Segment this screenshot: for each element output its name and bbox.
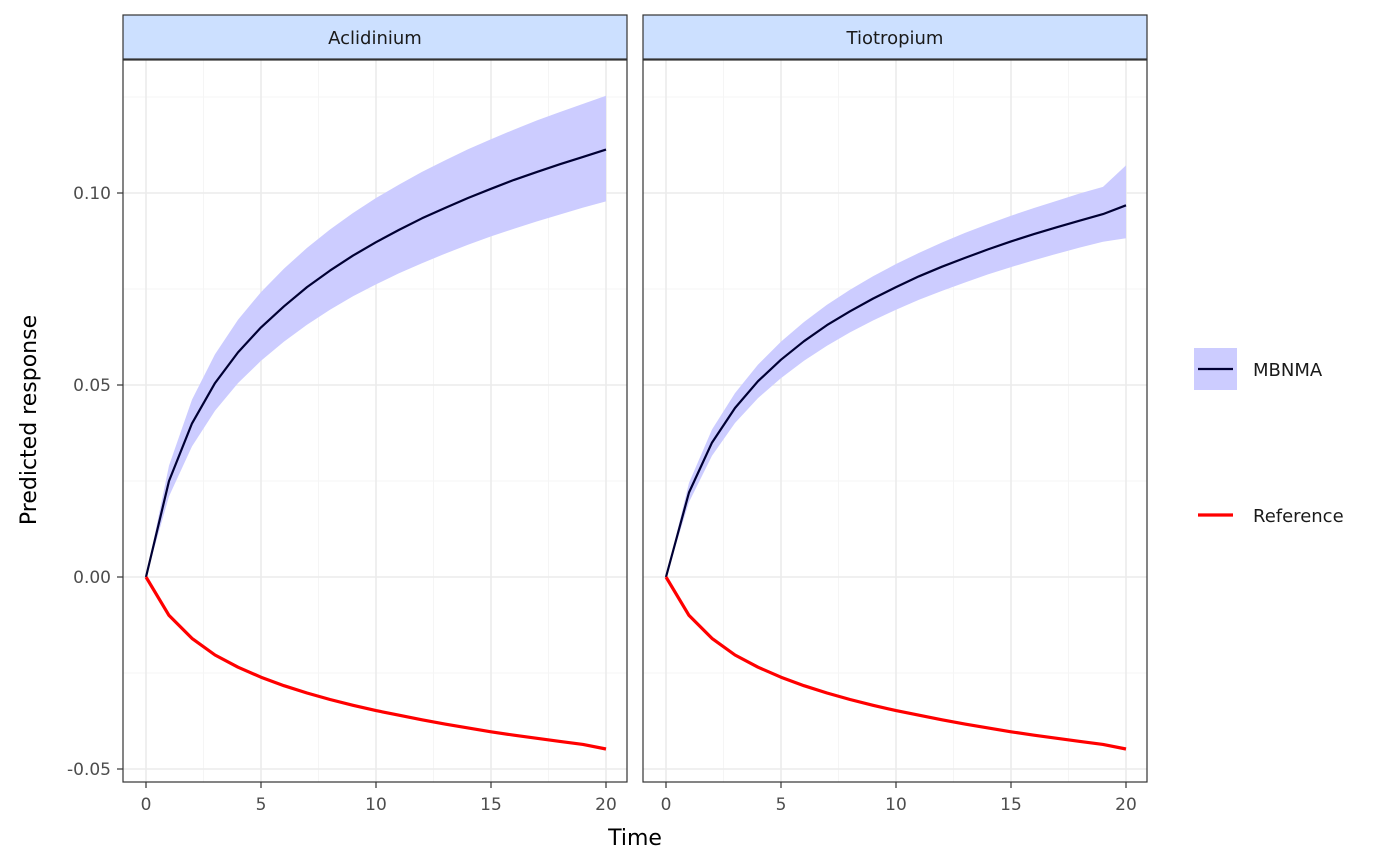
data-layer [664, 165, 1127, 751]
y-tick-label: 0.10 [73, 184, 111, 204]
panel-0: Aclidinium 0 5 10 15 20 [122, 14, 628, 815]
x-tick-label: 0 [661, 795, 672, 815]
strip-label: Tiotropium [846, 28, 944, 49]
panel-border [122, 59, 628, 783]
panel-1: Tiotropium 0 5 10 15 20 [642, 14, 1148, 815]
x-tick-label: 15 [480, 795, 502, 815]
mbnma-credible-band [146, 95, 606, 578]
y-tick-label: 0.05 [73, 376, 111, 396]
legend-label-reference: Reference [1253, 506, 1344, 527]
x-tick-label: 20 [1115, 795, 1137, 815]
x-axis-title: Time [607, 826, 662, 851]
y-tick-label: -0.05 [67, 760, 111, 780]
strip-background [642, 14, 1148, 60]
x-tick-label: 0 [141, 795, 152, 815]
y-axis: -0.05 0.00 0.05 0.10 [67, 184, 123, 780]
x-tick-label: 10 [885, 795, 907, 815]
mbnma-credible-band [666, 165, 1126, 577]
mbnma-line [664, 204, 1127, 578]
x-tick-label: 15 [1000, 795, 1022, 815]
legend-label-mbnma: MBNMA [1253, 360, 1323, 381]
strip-background [122, 14, 628, 60]
x-tick-label: 5 [256, 795, 267, 815]
y-axis-title: Predicted response [17, 315, 42, 525]
y-tick-label: 0.00 [73, 568, 111, 588]
facet-panels: Aclidinium 0 5 10 15 20 Tiotropium 0 5 10 15 20 [122, 14, 1148, 815]
reference-line [144, 576, 607, 751]
data-layer [144, 95, 607, 751]
reference-line [664, 576, 1127, 751]
mbnma-line [144, 148, 607, 578]
legend: MBNMA Reference [1194, 348, 1344, 527]
strip-label: Aclidinium [328, 28, 422, 49]
x-tick-label: 5 [776, 795, 787, 815]
x-tick-label: 20 [595, 795, 617, 815]
x-tick-label: 10 [365, 795, 387, 815]
panel-border [642, 59, 1148, 783]
